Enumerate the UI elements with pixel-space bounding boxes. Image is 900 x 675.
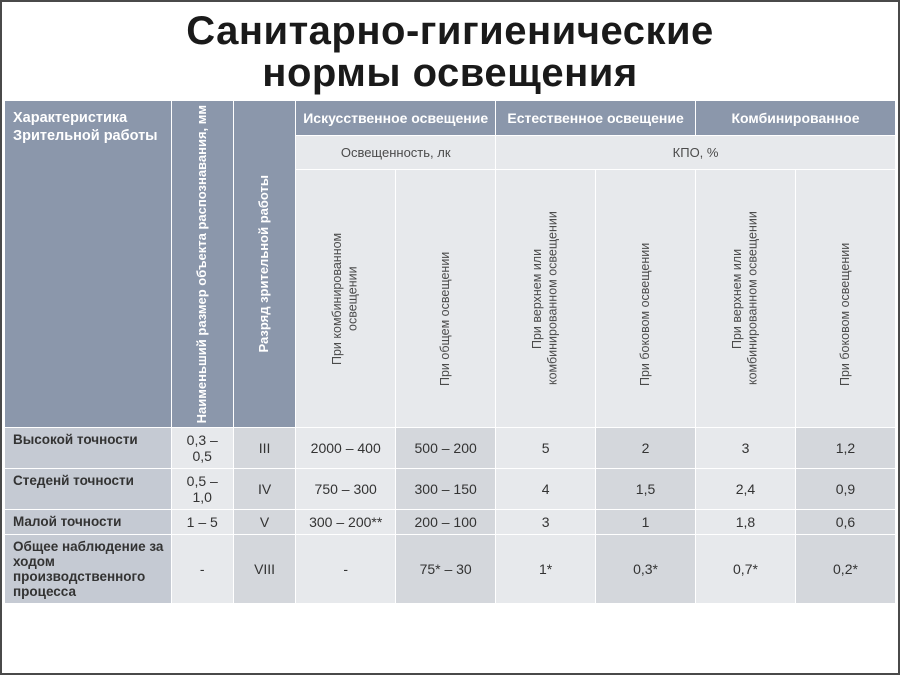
hdr-size: Наименьший размер объекта распознавания,…: [171, 101, 233, 428]
cell-v0: 750 – 300: [296, 469, 396, 510]
cell-v4: 3: [696, 428, 796, 469]
cell-v2: 3: [496, 510, 596, 535]
table-row: Малой точности 1 – 5 V 300 – 200** 200 –…: [5, 510, 896, 535]
hdr-characteristic: Характеристика Зрительной работы: [5, 101, 172, 428]
hdr-combined: Комбинированное: [696, 101, 896, 136]
cell-v1: 200 – 100: [396, 510, 496, 535]
cell-v5: 0,9: [795, 469, 895, 510]
cell-v5: 0,2*: [795, 535, 895, 604]
hdr-sub-top-combined-2: При верхнем или комбинированном освещени…: [696, 169, 796, 428]
cell-v3: 2: [596, 428, 696, 469]
hdr-natural: Естественное освещение: [496, 101, 696, 136]
title-line-1: Санитарно-гигиенические: [186, 9, 714, 53]
cell-v0: 2000 – 400: [296, 428, 396, 469]
row-label: Стеденй точности: [5, 469, 172, 510]
cell-v4: 0,7*: [696, 535, 796, 604]
hdr-artificial: Искусственное освещение: [296, 101, 496, 136]
hdr-lux: Освещенность, лк: [296, 136, 496, 170]
table-row: Стеденй точности 0,5 – 1,0 IV 750 – 300 …: [5, 469, 896, 510]
cell-size: 1 – 5: [171, 510, 233, 535]
cell-v5: 1,2: [795, 428, 895, 469]
norms-table: Характеристика Зрительной работы Наимень…: [4, 100, 896, 604]
cell-size: -: [171, 535, 233, 604]
header-row-1: Характеристика Зрительной работы Наимень…: [5, 101, 896, 136]
cell-v2: 1*: [496, 535, 596, 604]
cell-cat: III: [233, 428, 295, 469]
cell-size: 0,5 – 1,0: [171, 469, 233, 510]
cell-v2: 4: [496, 469, 596, 510]
cell-v3: 1,5: [596, 469, 696, 510]
cell-v3: 0,3*: [596, 535, 696, 604]
cell-cat: IV: [233, 469, 295, 510]
hdr-kpo: КПО, %: [496, 136, 896, 170]
cell-v1: 300 – 150: [396, 469, 496, 510]
cell-size: 0,3 – 0,5: [171, 428, 233, 469]
slide-frame: Санитарно-гигиенические нормы освещения …: [0, 0, 900, 675]
cell-v4: 2,4: [696, 469, 796, 510]
cell-v3: 1: [596, 510, 696, 535]
row-label: Общее наблюдение за ходом производственн…: [5, 535, 172, 604]
table-row: Общее наблюдение за ходом производственн…: [5, 535, 896, 604]
row-label: Малой точности: [5, 510, 172, 535]
cell-v1: 75* – 30: [396, 535, 496, 604]
cell-v1: 500 – 200: [396, 428, 496, 469]
hdr-sub-top-combined-1: При верхнем или комбинированном освещени…: [496, 169, 596, 428]
cell-cat: V: [233, 510, 295, 535]
cell-v2: 5: [496, 428, 596, 469]
cell-v0: 300 – 200**: [296, 510, 396, 535]
cell-v4: 1,8: [696, 510, 796, 535]
hdr-sub-side-1: При боковом освещении: [596, 169, 696, 428]
cell-v0: -: [296, 535, 396, 604]
cell-cat: VIII: [233, 535, 295, 604]
hdr-category: Разряд зрительной работы: [233, 101, 295, 428]
hdr-sub-side-2: При боковом освещении: [795, 169, 895, 428]
slide-title: Санитарно-гигиенические нормы освещения: [2, 2, 898, 100]
hdr-sub-general-light: При общем освещении: [396, 169, 496, 428]
cell-v5: 0,6: [795, 510, 895, 535]
table-row: Высокой точности 0,3 – 0,5 III 2000 – 40…: [5, 428, 896, 469]
title-line-2: нормы освещения: [262, 51, 637, 95]
hdr-sub-combined-light: При комбинированном освещении: [296, 169, 396, 428]
row-label: Высокой точности: [5, 428, 172, 469]
